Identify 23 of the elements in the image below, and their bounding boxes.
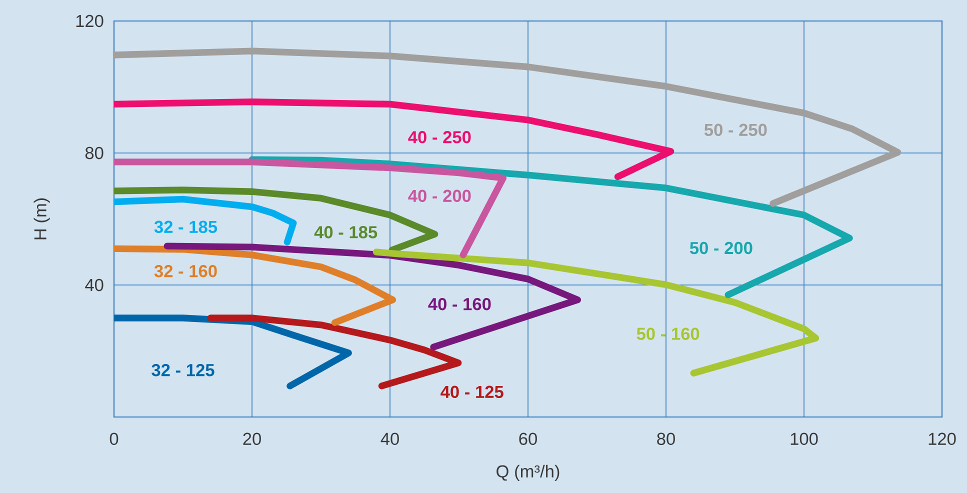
x-tick-label: 20	[243, 432, 261, 446]
series-label: 50 - 200	[690, 242, 752, 254]
series-label: 50 - 160	[636, 328, 700, 340]
x-tick-label: 60	[519, 432, 537, 446]
x-tick-label: 100	[790, 432, 818, 446]
x-tick-label: 0	[110, 432, 118, 446]
y-tick-label: 120	[76, 14, 104, 28]
series-label: 40 - 250	[408, 131, 471, 144]
y-axis-title: H (m)	[34, 198, 50, 240]
series-label: 50 - 250	[704, 124, 767, 136]
x-axis-title: Q (m³/h)	[496, 464, 560, 481]
series-label: 32 - 160	[154, 264, 217, 278]
series-label: 40 - 125	[440, 386, 504, 398]
x-tick-label: 40	[380, 432, 399, 446]
y-tick-label: 40	[85, 278, 104, 292]
series-label: 40 - 185	[314, 226, 378, 238]
x-tick-label: 80	[657, 432, 675, 446]
y-tick-label: 80	[85, 146, 104, 160]
x-tick-label: 120	[928, 432, 956, 446]
series-label: 32 - 185	[154, 220, 218, 234]
text: 32 - 125	[152, 364, 214, 376]
series-label: 40 - 200	[408, 190, 471, 202]
series-label: 40 - 160	[428, 298, 491, 310]
